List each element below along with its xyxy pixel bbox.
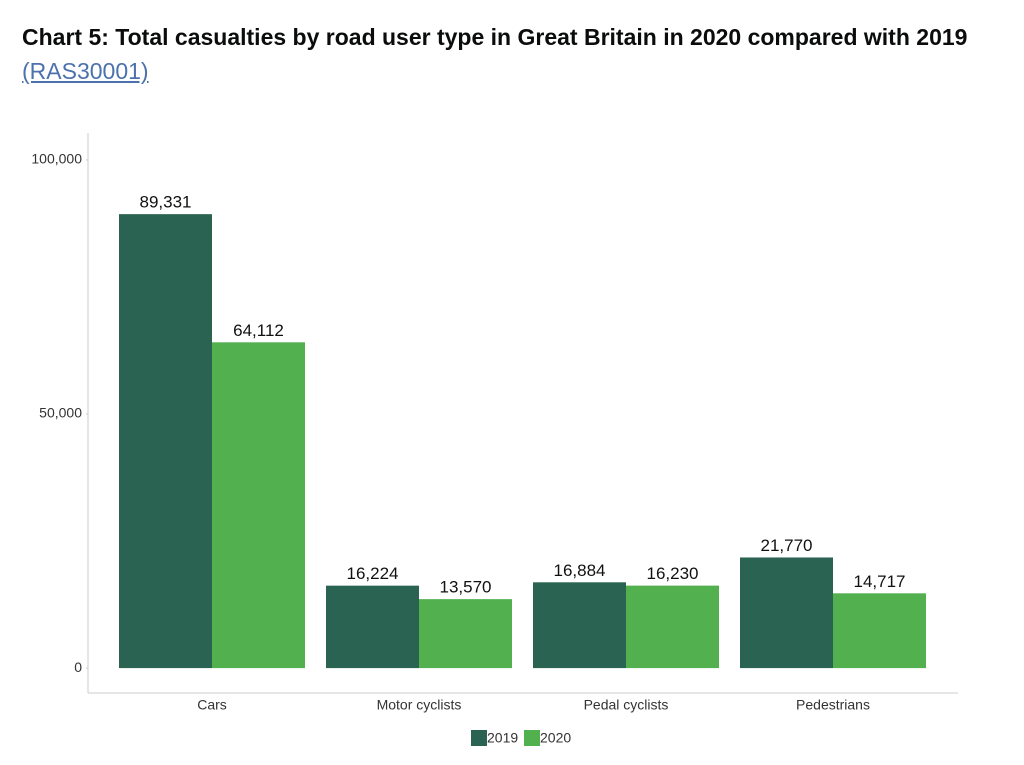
data-label: 16,230 (647, 564, 699, 583)
data-label: 16,224 (347, 564, 399, 583)
bar (833, 593, 926, 669)
chart-title: Chart 5: Total casualties by road user t… (22, 24, 968, 50)
data-label: 64,112 (233, 321, 284, 340)
data-label: 21,770 (761, 536, 813, 555)
data-label: 89,331 (140, 193, 192, 212)
x-tick-label: Pedestrians (796, 697, 870, 713)
data-label: 13,570 (440, 578, 492, 597)
x-tick-label: Motor cyclists (377, 697, 462, 713)
legend-label: 2019 (487, 730, 518, 746)
y-tick-label: 100,000 (31, 151, 82, 167)
bar (626, 585, 719, 669)
y-tick-label: 0 (74, 659, 82, 675)
bar (212, 342, 305, 669)
bar (419, 599, 512, 669)
x-tick-label: Pedal cyclists (584, 697, 669, 713)
bar (740, 557, 833, 669)
y-tick-label: 50,000 (39, 405, 82, 421)
title-link[interactable]: (RAS30001) (22, 58, 149, 84)
bar (326, 585, 419, 669)
legend-swatch (524, 730, 540, 746)
legend-label: 2020 (540, 730, 571, 746)
data-label: 14,717 (854, 572, 906, 591)
chart-heading: Chart 5: Total casualties by road user t… (22, 20, 982, 88)
bar (533, 582, 626, 669)
legend-swatch (471, 730, 487, 746)
x-tick-label: Cars (197, 697, 227, 713)
data-label: 16,884 (554, 561, 606, 580)
bar (119, 214, 212, 669)
